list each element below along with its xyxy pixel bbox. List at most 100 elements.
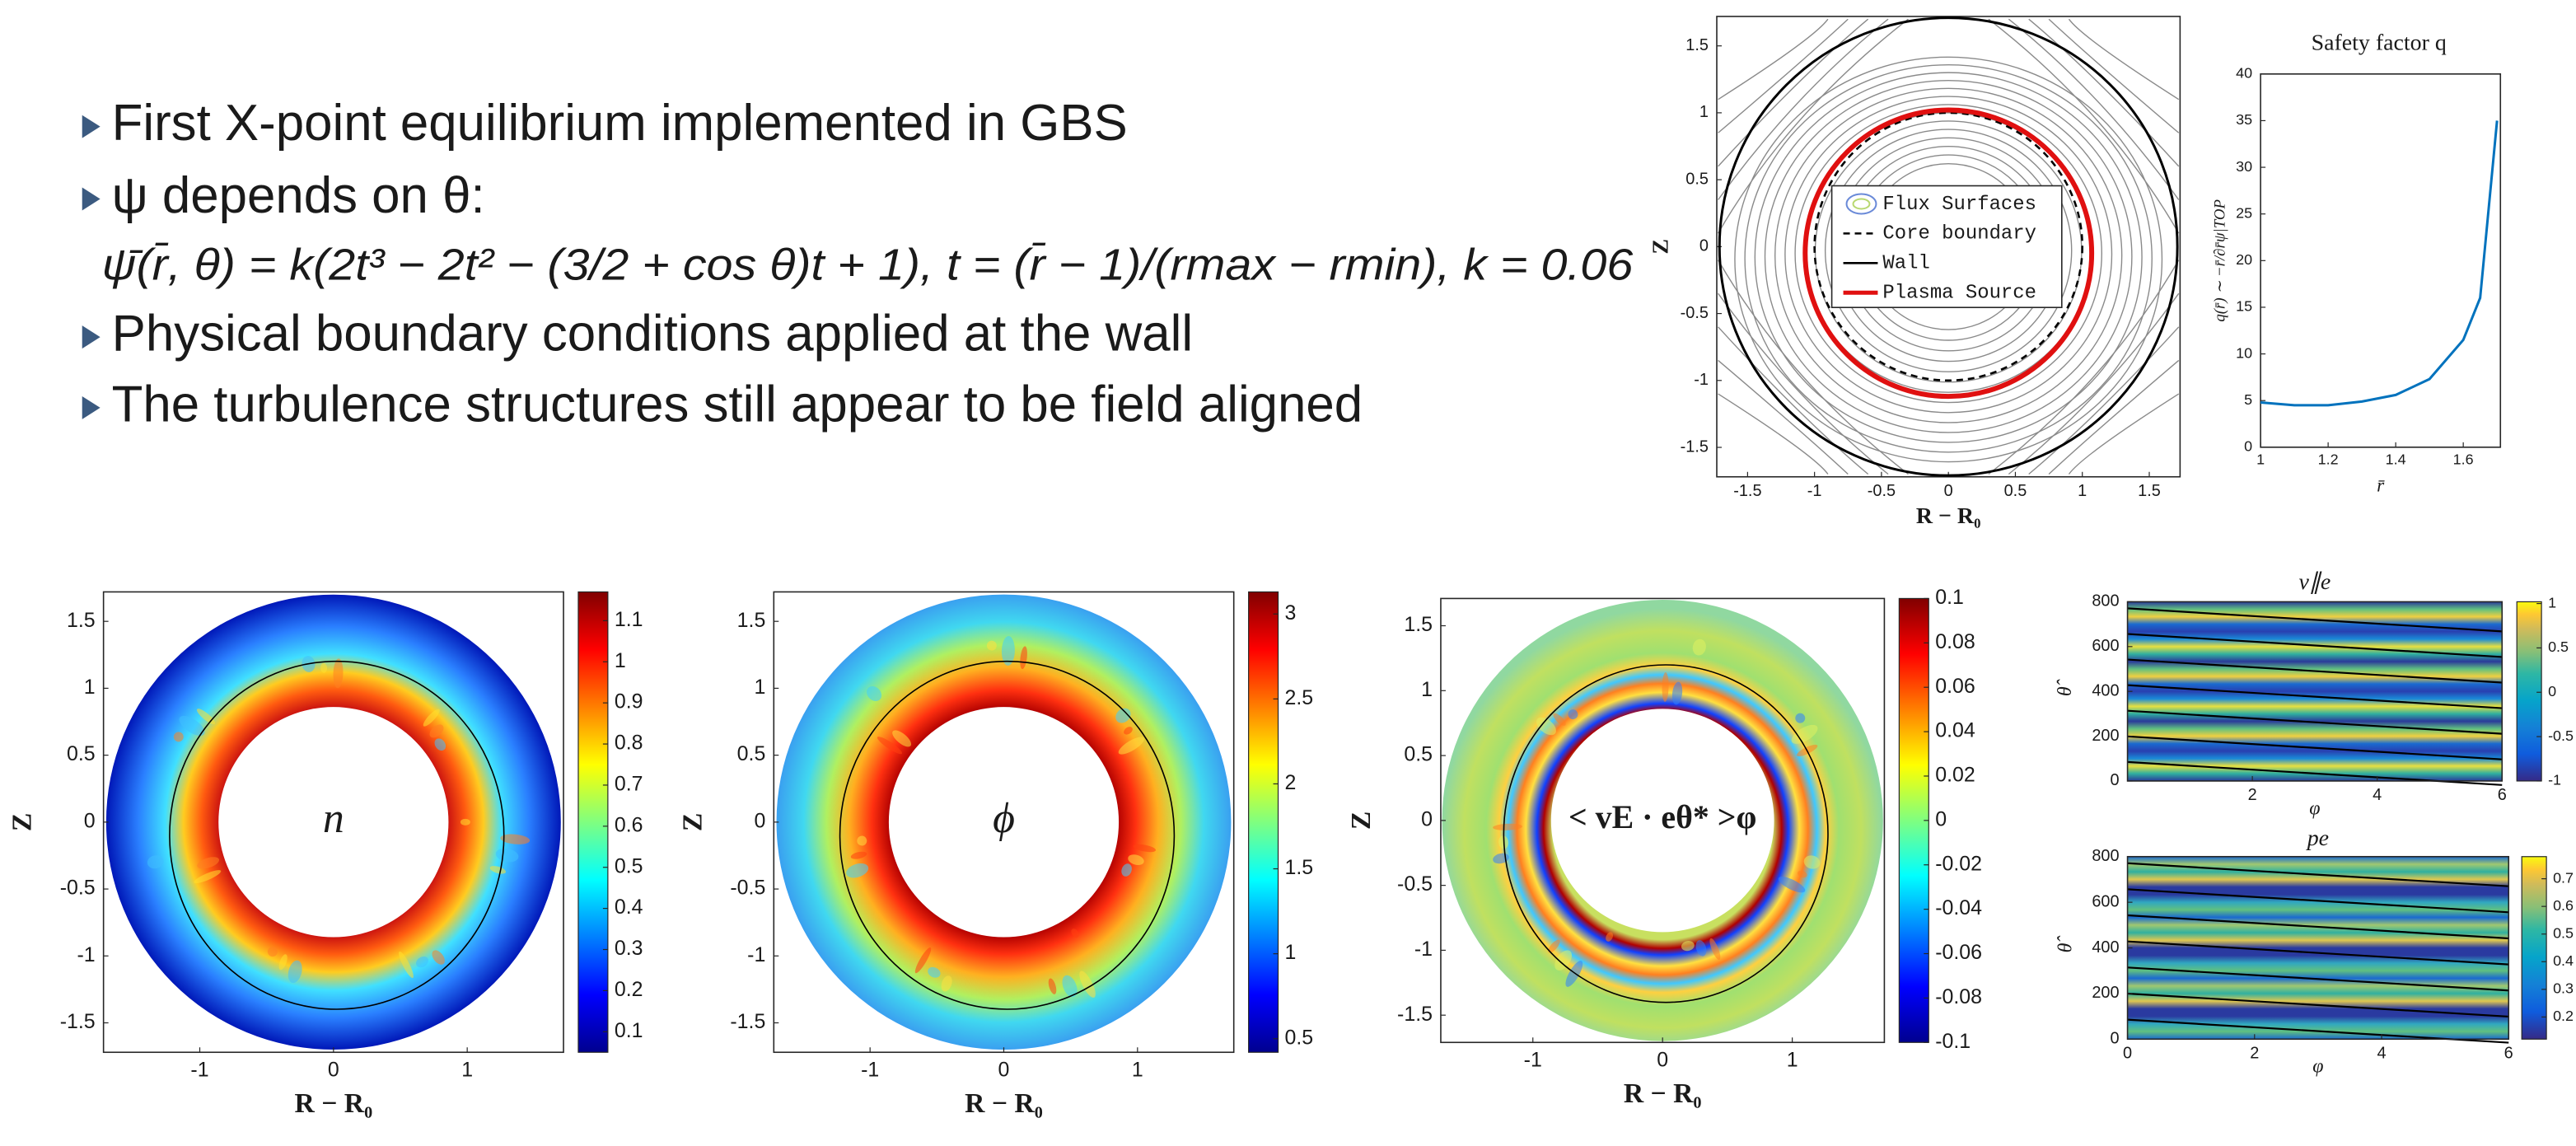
colorbar-tick-label: 2.5 bbox=[1285, 686, 1314, 709]
colorbar-tick-label: 0.06 bbox=[1935, 675, 1975, 698]
x-axis-label: R − R₀ bbox=[1916, 503, 1981, 529]
y-tick-label: 0.5 bbox=[67, 742, 96, 765]
colorbar-tick-label: -0.08 bbox=[1935, 985, 1982, 1008]
bullet-text: Physical boundary conditions applied at … bbox=[112, 305, 1193, 362]
colorbar-tick-label: 0.5 bbox=[2553, 924, 2574, 941]
field-label: n bbox=[323, 795, 344, 842]
bullet-text: The turbulence structures still appear t… bbox=[112, 376, 1363, 433]
y-tick-label: 1.5 bbox=[67, 609, 96, 632]
colorbar-tick-label: -1 bbox=[2548, 772, 2561, 788]
x-tick-label: 1.6 bbox=[2453, 451, 2474, 468]
y-tick-label: 400 bbox=[2092, 938, 2119, 957]
y-tick-label: 0 bbox=[84, 809, 96, 832]
flux-surface bbox=[2049, 19, 2179, 133]
page: { "bullets": [ "First X-point equilibriu… bbox=[0, 0, 2576, 1146]
y-tick-label: -1.5 bbox=[60, 1010, 96, 1033]
y-tick-label: 0 bbox=[1421, 807, 1433, 830]
y-axis-label: θ̂ bbox=[2055, 679, 2076, 696]
flux-surface bbox=[2008, 293, 2178, 474]
x-tick-label: 1.5 bbox=[2138, 482, 2161, 500]
x-tick-label: 0 bbox=[2123, 1045, 2132, 1063]
x-tick-label: 1 bbox=[461, 1058, 473, 1081]
y-tick-label: 200 bbox=[2092, 727, 2119, 745]
y-tick-label: 1 bbox=[754, 676, 765, 699]
strip-title: pe bbox=[2306, 826, 2329, 851]
y-tick-label: 1.5 bbox=[737, 609, 766, 632]
y-tick-label: 10 bbox=[2236, 344, 2252, 361]
y-tick-label: 200 bbox=[2092, 984, 2119, 1002]
colorbar-tick-label: -0.1 bbox=[1935, 1030, 1971, 1053]
x-tick-label: 1 bbox=[1132, 1058, 1143, 1081]
y-tick-label: 0 bbox=[2244, 438, 2252, 455]
colorbar-tick-label: 1.5 bbox=[1285, 856, 1314, 879]
flux-surface bbox=[1718, 19, 1888, 199]
colorbar-tick-label: 1 bbox=[2548, 594, 2556, 610]
x-tick-label: 4 bbox=[2373, 786, 2382, 804]
y-tick-label: 30 bbox=[2236, 158, 2252, 175]
colorbar-tick-label: 1 bbox=[615, 649, 626, 672]
colorbar-tick-label: 0.4 bbox=[2553, 952, 2574, 969]
y-tick-label: -0.5 bbox=[1397, 872, 1433, 896]
y-tick-label: 400 bbox=[2092, 681, 2119, 699]
field-texture bbox=[461, 819, 470, 826]
flux-surface bbox=[1718, 293, 1888, 474]
y-tick-label: 600 bbox=[2092, 892, 2119, 910]
legend-label: Flux Surfaces bbox=[1882, 194, 2036, 216]
x-tick-label: 2 bbox=[2250, 1045, 2259, 1063]
y-tick-label: 0 bbox=[2111, 1030, 2120, 1048]
colorbar-tick-label: 0.5 bbox=[615, 854, 643, 877]
bullet-text: ψ depends on θ: bbox=[112, 167, 485, 224]
y-axis-label: Z bbox=[1346, 812, 1377, 830]
y-tick-label: -1 bbox=[1694, 371, 1709, 389]
y-tick-label: 0.5 bbox=[1404, 743, 1433, 766]
y-tick-label: 5 bbox=[2244, 391, 2252, 408]
colorbar-tick-label: 0.6 bbox=[2553, 897, 2574, 914]
bullet-marker bbox=[82, 115, 101, 138]
y-tick-label: -1 bbox=[747, 943, 765, 966]
y-tick-label: -0.5 bbox=[60, 877, 96, 900]
x-axis-label: R − R₀ bbox=[1624, 1078, 1702, 1109]
colorbar-tick-label: 3 bbox=[1285, 601, 1297, 624]
x-tick-label: 2 bbox=[2248, 786, 2257, 804]
y-tick-label: -1.5 bbox=[730, 1010, 765, 1033]
colorbar-tick-label: -0.06 bbox=[1935, 941, 1982, 964]
colorbar bbox=[2522, 857, 2546, 1040]
formula: ψ̄(r̄, θ) = k(2t³ − 2t² − (3/2 + cos θ)t… bbox=[102, 241, 1634, 290]
x-tick-label: 6 bbox=[2504, 1045, 2513, 1063]
legend-label: Plasma Source bbox=[1882, 283, 2036, 305]
field-label: ϕ bbox=[993, 795, 1015, 842]
legend-label: Core boundary bbox=[1882, 223, 2036, 246]
y-tick-label: 1 bbox=[84, 676, 96, 699]
x-axis-label: φ bbox=[2309, 798, 2320, 819]
colorbar-tick-label: 0.8 bbox=[615, 732, 643, 755]
colorbar-tick-label: 0.6 bbox=[615, 813, 643, 836]
flux-surface bbox=[1718, 19, 1849, 133]
bullet-marker bbox=[82, 396, 101, 419]
y-tick-label: 20 bbox=[2236, 251, 2252, 268]
colorbar-tick-label: 0.1 bbox=[1935, 586, 1964, 609]
colorbar-tick-label: 0.2 bbox=[615, 978, 643, 1001]
x-tick-label: 1.2 bbox=[2318, 451, 2339, 468]
colorbar-tick-label: 0.08 bbox=[1935, 630, 1975, 653]
colorbar-tick-label: 0.04 bbox=[1935, 719, 1975, 742]
bullet-marker bbox=[82, 188, 101, 211]
y-tick-label: 1 bbox=[1699, 103, 1709, 121]
y-tick-label: 40 bbox=[2236, 65, 2252, 82]
colorbar-tick-label: 0.7 bbox=[2553, 869, 2574, 886]
colorbar bbox=[2517, 601, 2541, 781]
colorbar-tick-label: 0.9 bbox=[615, 690, 643, 713]
colorbar-tick-label: 1.1 bbox=[615, 608, 643, 631]
y-axis-label: q(r̄) ∼ −r̄/∂r̄ψ|TOP bbox=[2212, 199, 2229, 322]
x-tick-label: 6 bbox=[2498, 786, 2507, 804]
bullet-text: First X-point equilibrium implemented in… bbox=[112, 95, 1128, 152]
y-axis-label: Z bbox=[7, 813, 38, 831]
x-axis-label: φ bbox=[2312, 1056, 2323, 1078]
x-tick-label: 1 bbox=[2078, 482, 2087, 500]
x-tick-label: -1 bbox=[861, 1058, 879, 1081]
x-tick-label: -0.5 bbox=[1868, 482, 1896, 500]
slide: First X-point equilibrium implemented in… bbox=[0, 0, 2576, 1146]
flux-surface bbox=[1718, 19, 1828, 99]
x-tick-label: 0 bbox=[1944, 482, 1953, 500]
colorbar-tick-label: 2 bbox=[1285, 771, 1297, 794]
x-tick-label: 4 bbox=[2377, 1045, 2386, 1063]
